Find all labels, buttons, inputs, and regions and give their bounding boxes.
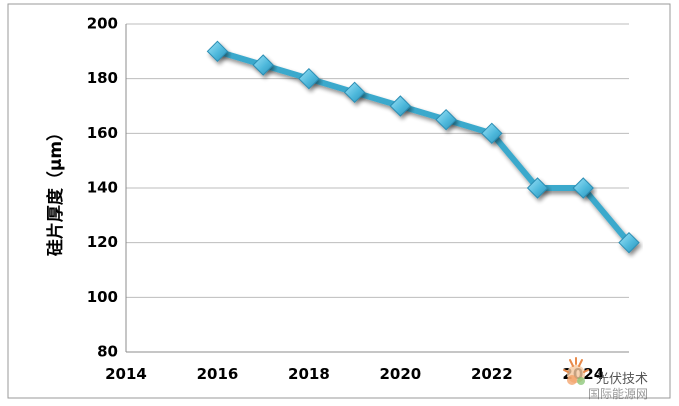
x-tick-label: 2016	[197, 365, 239, 383]
data-point-marker	[572, 177, 594, 199]
y-tick-label: 120	[87, 233, 118, 251]
data-point-marker	[206, 40, 229, 63]
y-tick-label: 180	[87, 69, 118, 87]
y-tick-label: 80	[97, 343, 118, 361]
data-markers	[206, 40, 640, 254]
watermark-text-2: 国际能源网	[588, 387, 648, 401]
watermark-logo	[563, 357, 589, 385]
data-point-marker	[481, 122, 503, 145]
chart-border	[7, 3, 671, 399]
y-tick-label: 100	[87, 288, 118, 306]
gridlines	[126, 23, 629, 298]
tick-labels: 80 100 120 140 160 180 200 2014 2016 2018 2020 2022…	[87, 15, 604, 384]
y-tick-label: 140	[87, 179, 118, 197]
x-tick-label: 2022	[471, 365, 513, 383]
y-tick-label: 200	[87, 15, 118, 33]
x-tick-label: 2018	[288, 365, 330, 383]
data-point-marker	[435, 108, 457, 131]
data-point-marker	[252, 54, 274, 76]
y-tick-label: 160	[87, 124, 118, 142]
watermark-text-1: 光伏技术	[596, 372, 648, 387]
data-point-marker	[343, 81, 366, 104]
data-point-marker	[389, 95, 412, 117]
x-tick-label: 2014	[105, 365, 147, 383]
data-point-marker	[618, 231, 640, 254]
data-point-marker	[298, 67, 320, 90]
series-line-path	[214, 48, 632, 246]
y-axis-title: 硅片厚度（μm）	[45, 124, 66, 256]
axes	[125, 24, 629, 353]
series-line	[214, 48, 632, 246]
x-tick-label: 2020	[379, 365, 421, 383]
data-point-marker	[526, 177, 549, 199]
